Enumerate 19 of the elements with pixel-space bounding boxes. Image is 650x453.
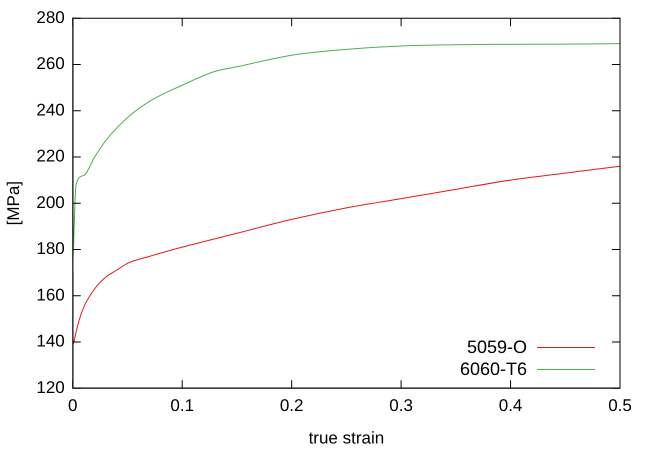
y-tick-label: 260	[36, 54, 65, 74]
x-tick-label: 0.4	[498, 396, 522, 416]
x-tick-label: 0	[68, 396, 78, 416]
y-tick-label: 280	[36, 8, 65, 27]
y-tick-label: 120	[36, 378, 65, 397]
x-tick-label: 0.2	[280, 396, 304, 416]
x-tick-label: 0.1	[170, 396, 194, 416]
y-tick-label: 220	[36, 146, 65, 166]
x-axis-title: true strain	[308, 428, 384, 448]
x-tick-label: 0.5	[608, 396, 632, 416]
y-tick-label: 240	[36, 100, 65, 120]
x-tick-label: 0.3	[389, 396, 413, 416]
y-tick-label: 200	[36, 192, 65, 212]
legend-label: 6060-T6	[460, 358, 528, 380]
y-tick-label: 160	[36, 285, 65, 304]
y-axis-title: [MPa]	[4, 180, 23, 226]
y-tick-label: 180	[36, 239, 65, 258]
legend-label: 5059-O	[467, 336, 528, 358]
y-tick-label: 140	[36, 332, 65, 351]
